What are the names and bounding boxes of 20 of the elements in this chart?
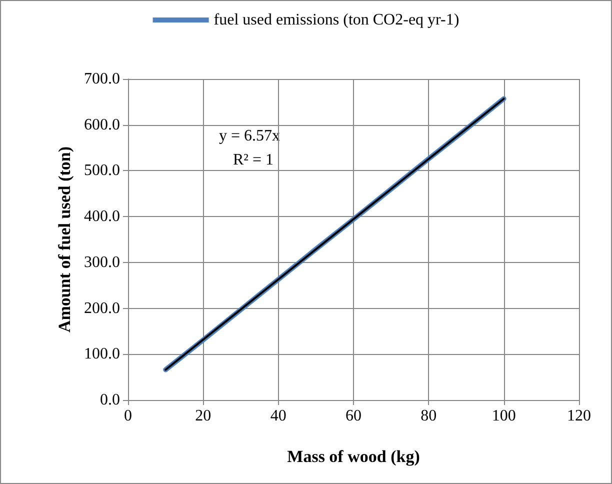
y-tick-label: 300.0 xyxy=(84,254,120,271)
x-tick-label: 0 xyxy=(124,408,132,424)
y-tick-label: 100.0 xyxy=(84,346,120,363)
x-tick-label: 80 xyxy=(420,408,437,424)
y-axis-title: Amount of fuel used (ton) xyxy=(55,146,74,333)
y-tick-label: 400.0 xyxy=(84,208,120,226)
y-tick-label: 0.0 xyxy=(100,392,120,408)
annotation: y = 6.57x xyxy=(219,128,280,144)
y-tick-label: 700.0 xyxy=(84,70,120,88)
x-axis-title: Mass of wood (kg) xyxy=(287,447,420,466)
y-tick-label: 500.0 xyxy=(84,162,120,180)
x-tick-label: 40 xyxy=(270,408,286,424)
x-tick-label: 100 xyxy=(492,408,516,424)
y-tick-label: 600.0 xyxy=(84,116,120,134)
x-tick-label: 120 xyxy=(567,408,591,424)
x-tick-label: 60 xyxy=(346,408,362,424)
annotation: R² = 1 xyxy=(233,152,274,168)
legend-label: fuel used emissions (ton CO2-eq yr-1) xyxy=(214,12,460,28)
y-tick-label: 200.0 xyxy=(84,300,120,317)
x-tick-label: 20 xyxy=(195,408,212,424)
